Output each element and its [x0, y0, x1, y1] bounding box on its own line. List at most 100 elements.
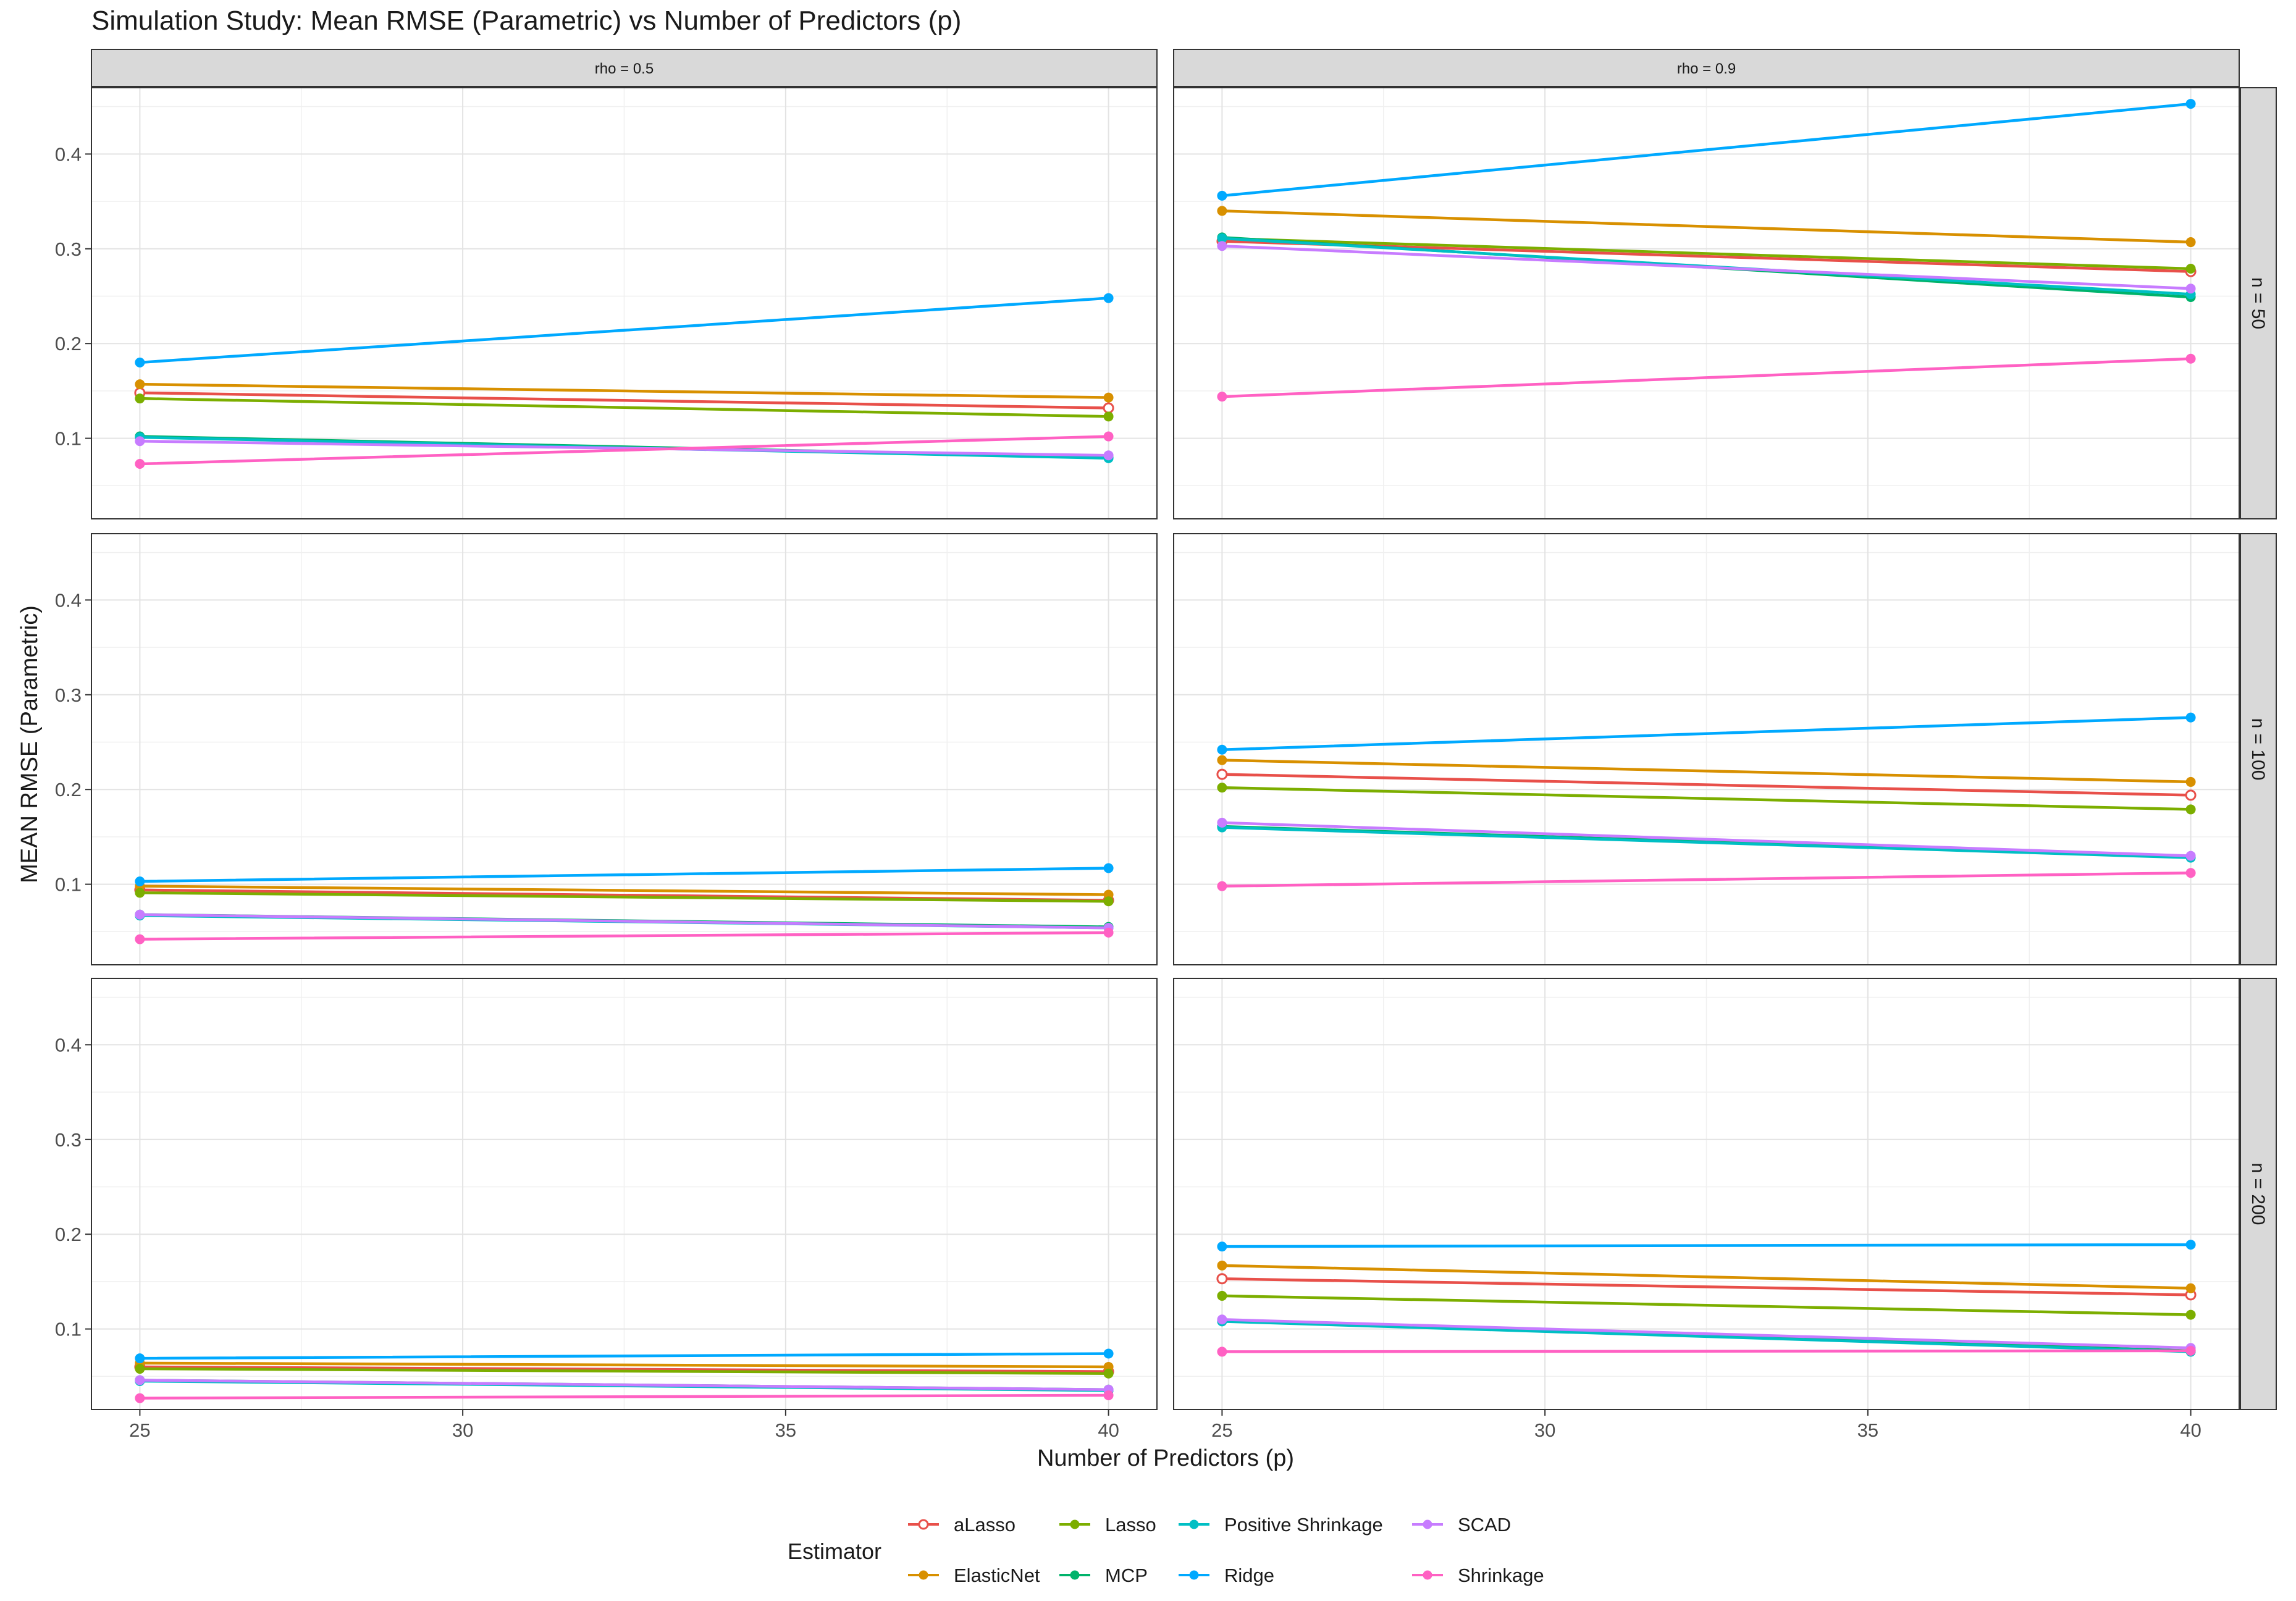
legend-marker — [918, 1519, 929, 1530]
data-point — [1103, 1368, 1114, 1379]
data-point — [1217, 1290, 1227, 1301]
data-point — [135, 934, 145, 944]
x-tick-label: 25 — [129, 1419, 150, 1441]
data-point — [1217, 1347, 1227, 1357]
data-point — [1217, 1314, 1227, 1325]
series-elasticnet — [1217, 206, 2196, 248]
data-point — [2185, 1283, 2196, 1293]
series-line — [1221, 1264, 2192, 1290]
series-lasso — [1217, 1290, 2196, 1320]
series-lasso — [135, 888, 1114, 907]
legend-item-shrinkage: Shrinkage — [1412, 1565, 1544, 1586]
panel-n50-rho0.5 — [91, 87, 1158, 519]
series-shrinkage — [1217, 868, 2196, 891]
panel-border — [91, 87, 1158, 519]
data-point — [135, 1364, 145, 1374]
data-point — [135, 909, 145, 920]
panel-border — [1173, 533, 2240, 965]
y-tick-label: 0.3 — [55, 684, 82, 706]
series-shrinkage — [1217, 1345, 2196, 1357]
panel-n200-rho0.5 — [91, 978, 1158, 1410]
series-line — [138, 1379, 1110, 1392]
data-point — [135, 459, 145, 469]
legend-marker — [1423, 1519, 1432, 1529]
row-strip-1 — [2240, 533, 2277, 965]
series-line — [1221, 773, 2192, 797]
series-elasticnet — [1217, 755, 2196, 787]
series-line — [1221, 1294, 2192, 1316]
data-point — [1103, 411, 1114, 422]
data-point — [2185, 868, 2196, 878]
x-tick-label: 40 — [1098, 1419, 1119, 1441]
y-tick-label: 0.3 — [55, 238, 82, 260]
row-strip-label: n = 100 — [2248, 718, 2268, 781]
data-point — [1103, 402, 1114, 414]
series-line — [1221, 244, 2192, 290]
data-point — [1216, 768, 1228, 780]
y-tick-label: 0.1 — [55, 1319, 82, 1340]
y-tick-label: 0.2 — [55, 1224, 82, 1245]
facet-strips: rho = 0.5 rho = 0.9 n = 50 n = 100 n = 200 — [91, 49, 2277, 1410]
data-point — [1217, 190, 1227, 201]
data-point — [1103, 1390, 1114, 1400]
data-point — [135, 357, 145, 368]
legend-item-elasticnet: ElasticNet — [908, 1565, 1040, 1586]
data-point — [135, 1393, 145, 1403]
facet-panels — [91, 87, 2240, 1410]
series-line — [138, 296, 1110, 364]
series-line — [1221, 1243, 2192, 1248]
row-strip-label: n = 200 — [2248, 1163, 2268, 1225]
legend-marker — [1070, 1570, 1080, 1580]
legend-label: ElasticNet — [954, 1565, 1040, 1586]
data-point — [1217, 744, 1227, 755]
data-point — [135, 888, 145, 898]
row-strip-label: n = 50 — [2248, 277, 2268, 329]
series-line — [138, 1361, 1110, 1369]
series-ridge — [135, 293, 1114, 368]
series-line — [1221, 716, 2192, 752]
series-line — [1221, 1349, 2192, 1353]
row-strip-2 — [2240, 978, 2277, 1410]
data-point — [2185, 284, 2196, 294]
series-line — [138, 885, 1110, 896]
data-point — [135, 1375, 145, 1385]
series-ridge — [135, 863, 1114, 887]
series-line — [1221, 786, 2192, 811]
y-axis-title: MEAN RMSE (Parametric) — [17, 605, 43, 883]
x-tick-label: 30 — [452, 1419, 473, 1441]
series-line — [138, 867, 1110, 883]
data-point — [2185, 353, 2196, 364]
panel-n200-rho0.9 — [1173, 978, 2240, 1410]
series-scad — [135, 436, 1114, 461]
data-point — [1217, 241, 1227, 251]
legend-marker — [1189, 1570, 1199, 1580]
panel-n100-rho0.9 — [1173, 533, 2240, 965]
x-tick-label: 35 — [1857, 1419, 1878, 1441]
data-point — [1103, 896, 1114, 907]
series-line — [138, 931, 1110, 941]
y-tick-label: 0.1 — [55, 874, 82, 896]
legend-item-scad: SCAD — [1412, 1514, 1511, 1536]
series-shrinkage — [135, 1390, 1114, 1403]
chart-title: Simulation Study: Mean RMSE (Parametric)… — [91, 6, 961, 36]
data-point — [135, 379, 145, 390]
series-line — [138, 1365, 1110, 1373]
series-shrinkage — [135, 431, 1114, 469]
series-shrinkage — [135, 927, 1114, 944]
legend-label: MCP — [1105, 1565, 1148, 1586]
series-line — [138, 891, 1110, 903]
data-point — [2185, 712, 2196, 723]
series-line — [138, 439, 1110, 457]
data-point — [1103, 450, 1114, 461]
series-ridge — [1217, 99, 2196, 201]
col-strip-0 — [91, 49, 1158, 87]
series-ridge — [135, 1348, 1114, 1364]
y-tick-label: 0.4 — [55, 589, 82, 611]
panel-border — [91, 533, 1158, 965]
series-line — [138, 435, 1110, 466]
data-point — [1103, 1348, 1114, 1359]
series-ridge — [1217, 1240, 2196, 1252]
series-line — [1221, 237, 2192, 271]
col-strip-1 — [1173, 49, 2240, 87]
y-tick-label: 0.2 — [55, 779, 82, 801]
